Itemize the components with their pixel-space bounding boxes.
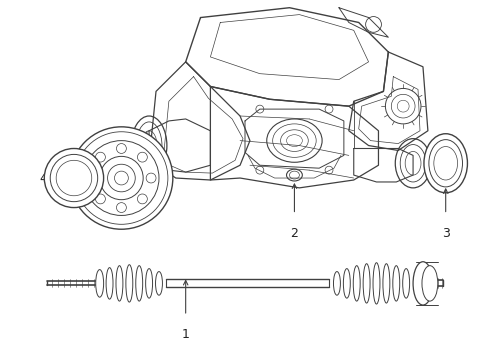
- Ellipse shape: [363, 264, 370, 303]
- Text: 3: 3: [442, 227, 450, 240]
- Ellipse shape: [155, 271, 163, 295]
- Text: 4: 4: [39, 171, 47, 185]
- Ellipse shape: [136, 266, 143, 301]
- Ellipse shape: [343, 269, 350, 298]
- Ellipse shape: [422, 266, 438, 301]
- Ellipse shape: [146, 269, 152, 298]
- Ellipse shape: [106, 267, 113, 299]
- Ellipse shape: [44, 148, 103, 208]
- Ellipse shape: [373, 263, 380, 304]
- Ellipse shape: [383, 264, 390, 303]
- Ellipse shape: [70, 127, 173, 229]
- Ellipse shape: [126, 265, 133, 302]
- Ellipse shape: [393, 266, 400, 301]
- Ellipse shape: [96, 270, 103, 297]
- Ellipse shape: [334, 271, 341, 295]
- Ellipse shape: [403, 269, 410, 298]
- Ellipse shape: [116, 266, 123, 301]
- Text: 1: 1: [182, 328, 190, 341]
- Text: 2: 2: [291, 227, 298, 240]
- Ellipse shape: [353, 266, 360, 301]
- Ellipse shape: [424, 134, 467, 193]
- Ellipse shape: [413, 262, 433, 305]
